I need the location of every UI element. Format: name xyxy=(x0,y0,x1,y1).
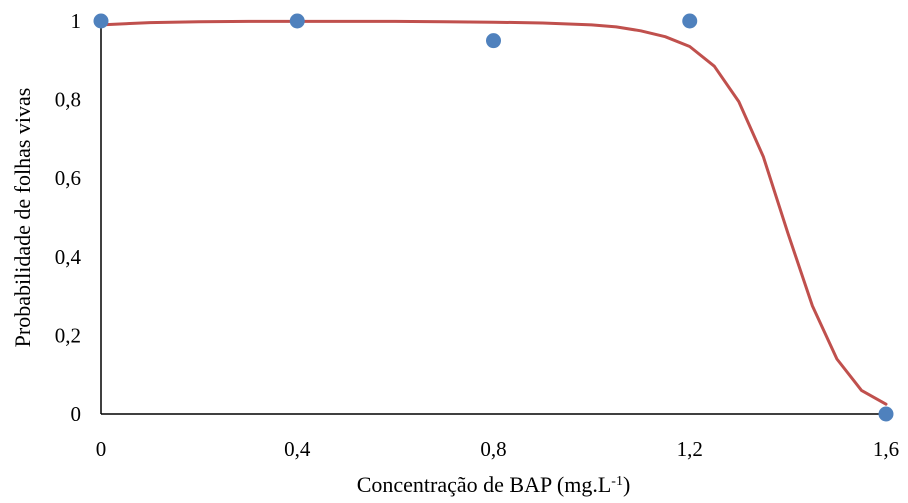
y-axis-title: Probabilidade de folhas vivas xyxy=(10,88,35,348)
y-tick-label: 0,8 xyxy=(55,88,81,112)
y-tick-label: 0,2 xyxy=(55,323,81,347)
x-axis-title: Concentração de BAP (mg.L-1) xyxy=(357,472,631,497)
y-tick-label: 1 xyxy=(71,9,82,33)
data-point xyxy=(878,406,894,422)
x-tick-label: 1,2 xyxy=(677,437,703,461)
y-tick-labels: 0 0,2 0,4 0,6 0,8 1 xyxy=(55,9,82,426)
data-point xyxy=(289,13,305,29)
x-tick-label: 0 xyxy=(96,437,107,461)
axes xyxy=(100,21,886,415)
y-tick-label: 0,6 xyxy=(55,166,81,190)
x-axis-title-suffix: ) xyxy=(623,472,630,497)
y-tick-label: 0,4 xyxy=(55,245,82,269)
x-tick-label: 0,4 xyxy=(284,437,311,461)
plot-series xyxy=(93,13,894,422)
data-point xyxy=(486,33,501,49)
x-tick-labels: 0 0,4 0,8 1,2 1,6 xyxy=(96,437,899,461)
data-point xyxy=(682,13,698,29)
x-tick-label: 1,6 xyxy=(873,437,899,461)
x-axis-title-superscript: -1 xyxy=(611,474,623,489)
x-axis-title-main: Concentração de BAP (mg.L xyxy=(357,472,612,497)
data-point xyxy=(93,13,109,29)
y-tick-label: 0 xyxy=(71,402,82,426)
x-tick-label: 0,8 xyxy=(480,437,506,461)
fitted-curve-line xyxy=(99,19,888,406)
